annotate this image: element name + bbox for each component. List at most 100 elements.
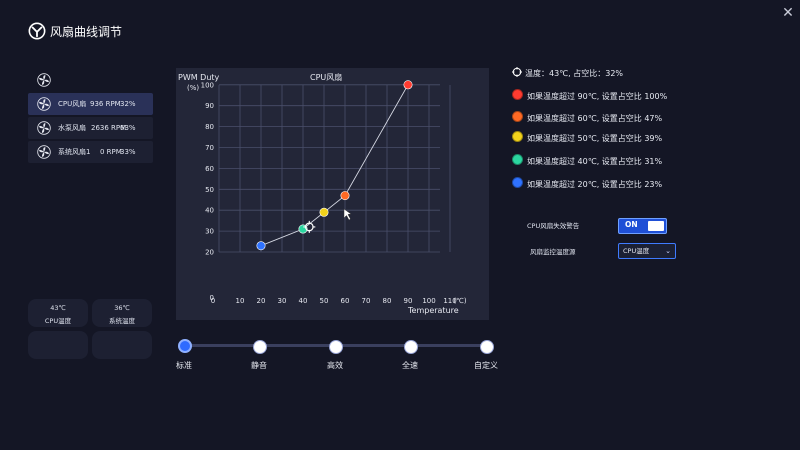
y-tick-label: 90	[205, 102, 214, 110]
x-axis-unit: (℃)	[453, 297, 467, 305]
fan-list-header	[28, 69, 153, 91]
preset-silent-dot[interactable]	[253, 340, 267, 354]
fan-icon	[37, 121, 51, 135]
fan-name: CPU风扇	[58, 100, 87, 108]
curve-point	[319, 207, 329, 217]
fan-percent: 63%	[120, 124, 136, 132]
fan-icon	[37, 145, 51, 159]
system-temp-value: 36℃	[114, 304, 130, 312]
x-tick-label: 50	[320, 297, 329, 305]
x-axis-label: Temperature	[407, 306, 459, 315]
fan-list: CPU风扇 936 RPM 32% 水泵风扇 2636 RPM 63% 系统风扇…	[28, 69, 153, 163]
legend-item[interactable]: 如果温度超过 40℃, 设置占空比 31%	[512, 154, 662, 168]
cpu-temp-value: 43℃	[50, 304, 66, 312]
x-tick-label: 20	[257, 297, 266, 305]
fail-alarm-label: CPU风扇失效警告	[527, 222, 580, 230]
y-tick-label: 60	[205, 165, 214, 173]
x-tick-label: 0	[211, 297, 215, 305]
x-tick-label: 90	[404, 297, 413, 305]
x-tick-label: 80	[383, 297, 392, 305]
legend-item-text: 如果温度超过 60℃, 设置占空比 47%	[527, 114, 663, 123]
y-tick-label: 50	[205, 186, 214, 194]
fan-rpm: 936 RPM	[90, 100, 121, 108]
curve-point	[256, 241, 266, 251]
temp-source-select[interactable]: CPU温度 ⌄	[618, 243, 676, 259]
legend-item[interactable]: 如果温度超过 50℃, 设置占空比 39%	[512, 131, 662, 145]
temp-source-label: 风扇监控温度源	[530, 248, 576, 256]
chart-panel	[176, 68, 489, 320]
preset-standard-dot[interactable]	[178, 339, 192, 353]
close-button[interactable]: ✕	[780, 5, 796, 21]
cpu-temp-label: CPU温度	[44, 317, 72, 325]
y-tick-label: 0	[210, 294, 214, 302]
fan-name: 水泵风扇	[58, 124, 86, 132]
fan-icon	[37, 73, 51, 87]
curve-point	[340, 191, 350, 201]
preset-efficient-dot[interactable]	[329, 340, 343, 354]
preset-standard-label[interactable]: 标准	[176, 361, 192, 370]
legend-item[interactable]: 如果温度超过 60℃, 设置占空比 47%	[512, 111, 662, 125]
y-tick-label: 80	[205, 123, 214, 131]
fan-icon	[37, 97, 51, 111]
empty-tile	[92, 331, 152, 359]
legend-item[interactable]: 如果温度超过 90℃, 设置占空比 100%	[512, 89, 667, 103]
preset-custom-label[interactable]: 自定义	[474, 361, 498, 370]
preset-full-speed-dot[interactable]	[404, 340, 418, 354]
green-dot-icon	[512, 154, 523, 165]
preset-silent-label[interactable]: 静音	[251, 361, 267, 370]
y-tick-label: 30	[205, 228, 214, 236]
current-point-crosshair	[303, 220, 316, 233]
preset-custom-dot[interactable]	[480, 340, 494, 354]
fan-curve-line	[260, 84, 409, 247]
fan-name: 系统风扇1	[58, 148, 91, 156]
system-temp-tile: 36℃ 系统温度	[92, 299, 152, 327]
x-tick-label: 100	[422, 297, 435, 305]
current-point-readout: 温度：43℃, 占空比：32%	[512, 67, 623, 81]
x-tick-label: 60	[341, 297, 350, 305]
y-tick-label: 40	[205, 207, 214, 215]
legend-item-text: 如果温度超过 40℃, 设置占空比 31%	[527, 157, 663, 166]
chevron-down-icon: ⌄	[665, 247, 671, 255]
close-icon[interactable]: ✕	[782, 5, 794, 21]
legend-item-text: 如果温度超过 90℃, 设置占空比 100%	[527, 92, 668, 101]
red-dot-icon	[512, 89, 523, 100]
fan-percent: 32%	[120, 100, 136, 108]
fan-curve-chart[interactable]: PWM Duty (%) CPU风扇 Temperature 0 10 20 30 40…	[176, 68, 489, 320]
mouse-cursor-icon	[343, 208, 352, 221]
y-tick-label: 100	[201, 81, 214, 89]
cpu-temp-tile: 43℃ CPU温度	[28, 299, 88, 327]
toggle-state: ON	[625, 220, 638, 229]
fan-item-pump[interactable]: 水泵风扇 2636 RPM 63%	[28, 117, 153, 139]
chart-grid	[218, 84, 451, 253]
app-logo-icon	[28, 22, 46, 40]
preset-efficient-label[interactable]: 高效	[327, 361, 343, 370]
preset-full-speed-label[interactable]: 全速	[402, 361, 418, 370]
empty-tile	[28, 331, 88, 359]
blue-dot-icon	[512, 177, 523, 188]
y-tick-label: 70	[205, 144, 214, 152]
x-tick-label: 110	[443, 297, 456, 305]
target-icon	[512, 67, 522, 77]
fan-item-system1[interactable]: 系统风扇1 0 RPM 33%	[28, 141, 153, 163]
x-tick-label: 40	[299, 297, 308, 305]
fail-alarm-toggle[interactable]: ON	[618, 218, 667, 234]
legend-item[interactable]: 如果温度超过 20℃, 设置占空比 23%	[512, 177, 662, 191]
chart-title: CPU风扇	[310, 72, 342, 82]
fan-item-cpu[interactable]: CPU风扇 936 RPM 32%	[28, 93, 153, 115]
fan-rpm: 2636 RPM	[91, 124, 127, 132]
y-tick-label: 20	[205, 249, 214, 257]
toggle-knob	[648, 221, 664, 231]
temp-source-value: CPU温度	[623, 247, 650, 255]
x-tick-label: 10	[236, 297, 245, 305]
legend-item-text: 如果温度超过 20℃, 设置占空比 23%	[527, 180, 663, 189]
y-axis-unit: (%)	[187, 84, 199, 92]
system-temp-label: 系统温度	[109, 317, 135, 325]
yellow-dot-icon	[512, 131, 523, 142]
fan-percent: 33%	[120, 148, 136, 156]
fan-rpm: 0 RPM	[100, 148, 122, 156]
orange-dot-icon	[512, 111, 523, 122]
app-title: 风扇曲线调节	[50, 25, 123, 39]
current-point-text: 温度：43℃, 占空比：32%	[525, 69, 624, 78]
x-tick-label: 30	[278, 297, 287, 305]
x-tick-label: 70	[362, 297, 371, 305]
